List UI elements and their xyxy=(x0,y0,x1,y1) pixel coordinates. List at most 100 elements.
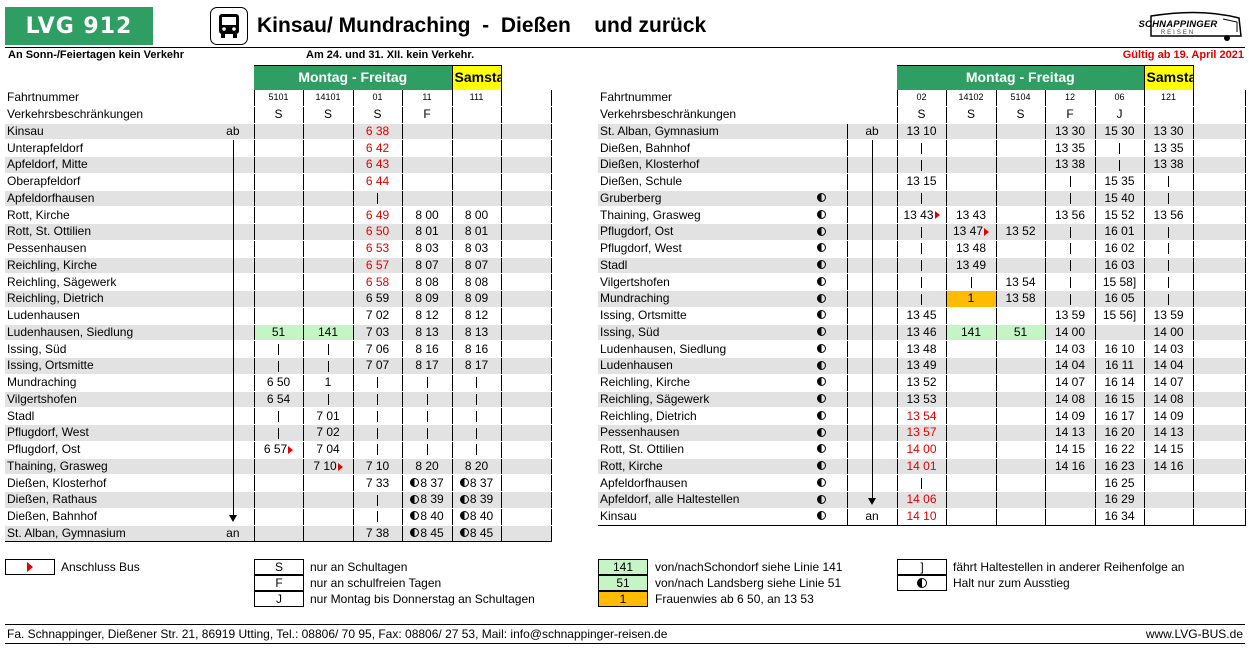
restriction-code xyxy=(1144,106,1194,124)
timetable-outbound: Montag - FreitagSamstagFahrtnummer510114… xyxy=(5,65,552,543)
spare-cell xyxy=(1193,474,1246,492)
restriction-code: J xyxy=(1095,106,1145,124)
departure-time xyxy=(1144,173,1194,191)
exit-only-icon xyxy=(459,477,469,487)
passthrough-line xyxy=(278,427,279,439)
departure-time xyxy=(303,257,354,275)
stop-name: Apfeldorfhausen xyxy=(598,474,797,492)
departure-time xyxy=(1045,257,1096,275)
trip-number-label: Fahrtnummer xyxy=(5,89,255,107)
departure-time: 7 03 xyxy=(353,324,403,342)
restriction-code: S xyxy=(946,106,997,124)
departure-time: 16 23 xyxy=(1095,458,1145,476)
departure-time: 13 10 xyxy=(897,123,947,141)
departure-time: 13 43 xyxy=(946,206,997,224)
passthrough-line xyxy=(970,276,972,288)
passthrough-line xyxy=(1168,293,1170,305)
dep-arr-marker xyxy=(211,257,255,275)
time-value: 13 49 xyxy=(906,358,937,373)
departure-time xyxy=(996,458,1046,476)
departure-time: 13 56 xyxy=(1144,206,1194,224)
departure-time: 8 17 xyxy=(402,357,453,375)
exit-only-icon xyxy=(917,578,927,588)
time-value: 13 43 xyxy=(955,207,987,222)
time-value: 14 01 xyxy=(906,458,937,473)
departure-time xyxy=(946,123,997,141)
time-value: 7 06 xyxy=(365,341,390,356)
departure-time: 14 00 xyxy=(897,441,947,459)
exit-only-icon xyxy=(816,276,826,286)
note-christmas: Am 24. und 31. XII. kein Verkehr. xyxy=(306,49,475,61)
departure-time xyxy=(1045,474,1096,492)
departure-time: 141 xyxy=(946,324,997,342)
departure-time xyxy=(996,424,1046,442)
passthrough-line xyxy=(476,444,478,456)
spare-cell xyxy=(501,307,552,325)
departure-time: 1 xyxy=(946,290,997,308)
blank-cell xyxy=(797,66,847,90)
stop-row: Vilgertshofen 13 54 15 58] xyxy=(598,273,1246,291)
departure-time: 15 30 xyxy=(1095,123,1145,141)
stop-name: Pflugdorf, Ost xyxy=(5,441,211,459)
time-value: 8 20 xyxy=(464,458,489,473)
stop-name: Rott, St. Ottilien xyxy=(598,441,797,459)
stop-name: Thaining, Grasweg xyxy=(5,458,211,476)
time-value: 13 35 xyxy=(1054,140,1086,155)
stop-row: Kinsau an 14 10 16 34 xyxy=(598,508,1246,526)
spare-cell xyxy=(1193,391,1246,409)
days-weekday: Montag - Freitag xyxy=(254,65,453,90)
departure-time: 14 03 xyxy=(1144,340,1194,358)
departure-time: 14 07 xyxy=(1144,374,1194,392)
stop-row: Apfeldorf, Mitte 6 43 xyxy=(5,156,552,174)
departure-time xyxy=(996,139,1046,157)
departure-time: 14 15 xyxy=(1144,441,1194,459)
departure-time: 6 50 xyxy=(254,374,304,392)
spare-cell xyxy=(1193,190,1246,208)
legend-1-text: Frauenwies ab 6 50, an 13 53 xyxy=(655,592,814,606)
time-value: 14 00 xyxy=(1054,324,1086,339)
time-value: 13 49 xyxy=(955,257,987,272)
spare-cell xyxy=(1193,139,1246,157)
stop-row: Pflugdorf, West 7 02 xyxy=(5,424,552,442)
departure-time xyxy=(996,474,1046,492)
time-value: 6 53 xyxy=(365,241,390,256)
stop-row: Dießen, Bahnhof 8 40 8 40 xyxy=(5,508,552,526)
spare-cell xyxy=(1193,307,1246,325)
stop-name: Reichling, Sägewerk xyxy=(5,273,211,291)
stop-name: Rott, Kirche xyxy=(598,458,797,476)
departure-time xyxy=(254,307,304,325)
spare-cell xyxy=(1193,273,1246,291)
departure-time xyxy=(946,474,997,492)
legend-51-text: von/nach Landsberg siehe Linie 51 xyxy=(655,576,842,590)
departure-time xyxy=(254,123,304,141)
departure-time: 13 57 xyxy=(897,424,947,442)
exit-only-cell xyxy=(797,458,848,476)
stop-row: Ludenhausen 13 49 14 04 16 11 14 04 xyxy=(598,357,1246,375)
time-value: 13 52 xyxy=(906,375,937,390)
time-value: 16 02 xyxy=(1104,241,1135,256)
legend-half-text: Halt nur zum Ausstieg xyxy=(953,576,1070,590)
time-value: 16 03 xyxy=(1104,257,1135,272)
exit-only-cell xyxy=(797,290,848,308)
stop-name: Ludenhausen xyxy=(5,307,211,325)
legend-j-text: nur Montag bis Donnerstag an Schultagen xyxy=(310,592,535,606)
exit-only-cell xyxy=(797,407,848,425)
departure-time: 13 15 xyxy=(897,173,947,191)
dep-arr-marker xyxy=(211,491,255,509)
time-value: 1 xyxy=(967,291,975,306)
legend-f-text: nur an schulfreien Tagen xyxy=(310,576,442,590)
departure-time xyxy=(946,190,997,208)
departure-time xyxy=(897,257,947,275)
departure-time: 16 05 xyxy=(1095,290,1145,308)
stop-row: Pflugdorf, Ost 6 57 7 04 xyxy=(5,441,552,459)
departure-time xyxy=(303,240,354,258)
trip-number: 01 xyxy=(353,89,403,107)
departure-time: 13 35 xyxy=(1045,139,1096,157)
dep-arr-marker xyxy=(211,458,255,476)
dep-arr-marker xyxy=(211,173,255,191)
stop-row: Apfeldorfhausen 16 25 xyxy=(598,474,1246,492)
legend-s-key: S xyxy=(254,559,304,575)
departure-time xyxy=(303,491,354,509)
website-link[interactable]: www.LVG-BUS.de xyxy=(1145,627,1243,641)
trip-number: 12 xyxy=(1045,89,1096,107)
